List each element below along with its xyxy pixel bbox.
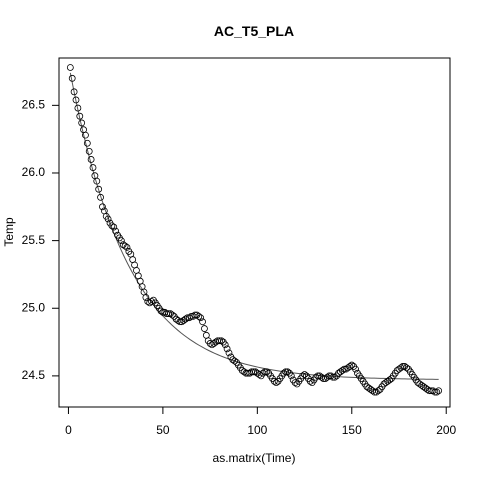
points-layer — [66, 64, 443, 396]
data-point — [301, 371, 308, 378]
data-point — [85, 147, 93, 155]
data-point — [340, 365, 348, 373]
data-point — [386, 376, 393, 384]
data-point — [291, 379, 299, 387]
data-point — [374, 387, 382, 395]
data-point — [104, 215, 112, 223]
data-point — [255, 371, 263, 378]
data-point — [201, 325, 208, 332]
y-tick-label: 26.0 — [22, 165, 46, 179]
data-point — [299, 372, 307, 380]
data-point — [261, 368, 269, 376]
data-point — [123, 243, 131, 251]
data-point — [110, 223, 118, 231]
data-point — [176, 318, 184, 326]
data-point — [121, 242, 129, 250]
data-point — [74, 104, 82, 112]
x-axis-label: as.matrix(Time) — [213, 451, 296, 465]
data-point — [338, 367, 346, 374]
data-point — [87, 156, 95, 163]
data-point — [197, 314, 205, 322]
data-point — [433, 388, 441, 396]
y-tick-label: 24.5 — [22, 368, 46, 382]
fit-curve-layer — [69, 72, 439, 380]
data-point — [250, 368, 257, 376]
y-axis-label: Temp — [2, 217, 16, 247]
data-point — [199, 318, 206, 326]
data-point — [399, 363, 407, 370]
data-point — [142, 294, 150, 301]
data-point — [95, 185, 103, 193]
y-tick-label: 25.0 — [22, 300, 46, 314]
data-point — [76, 112, 84, 120]
data-point — [182, 315, 189, 323]
x-tick-label: 0 — [65, 423, 72, 437]
data-point — [223, 345, 231, 353]
data-point — [89, 164, 97, 171]
data-point — [282, 368, 290, 376]
data-point — [66, 64, 74, 71]
chart-title: AC_T5_PLA — [214, 23, 294, 39]
data-point — [97, 193, 104, 201]
data-point — [93, 177, 101, 185]
data-point — [168, 311, 176, 319]
data-point — [287, 372, 295, 380]
data-point — [348, 361, 356, 369]
data-point — [112, 227, 120, 235]
x-tick-label: 50 — [156, 423, 170, 437]
data-point — [83, 139, 91, 147]
data-point — [431, 388, 439, 396]
data-point — [218, 337, 225, 345]
data-point — [221, 341, 229, 349]
data-point — [216, 337, 223, 345]
data-point — [117, 237, 125, 245]
data-point — [108, 222, 116, 230]
x-tick-label: 200 — [436, 423, 456, 437]
data-point — [314, 372, 322, 380]
data-point — [403, 364, 410, 372]
data-point — [231, 357, 239, 365]
data-point — [352, 365, 359, 373]
data-point — [148, 298, 155, 305]
x-axis: 0 50 100 150 200 — [65, 406, 457, 437]
y-tick-label: 25.5 — [22, 233, 46, 247]
data-point — [157, 307, 165, 315]
data-point — [346, 363, 354, 370]
data-point — [99, 203, 106, 211]
x-tick-label: 150 — [342, 423, 362, 437]
data-point — [331, 373, 339, 381]
data-point — [284, 368, 291, 376]
y-tick-label: 26.5 — [22, 98, 46, 112]
data-point — [191, 311, 199, 319]
data-point — [185, 314, 193, 322]
data-point — [320, 375, 327, 382]
data-point — [70, 88, 78, 96]
data-point — [329, 373, 337, 381]
data-point — [371, 388, 378, 396]
data-point — [435, 387, 443, 395]
data-point — [78, 119, 86, 127]
data-point — [263, 368, 271, 376]
data-point — [82, 131, 89, 139]
data-point — [68, 74, 76, 82]
x-tick-label: 100 — [247, 423, 267, 437]
data-point — [272, 379, 280, 387]
fit-curve-line — [69, 72, 439, 380]
data-point — [306, 377, 314, 385]
data-point — [165, 310, 172, 318]
y-axis: 24.5 25.0 25.5 26.0 26.5 — [22, 98, 60, 382]
data-point — [225, 349, 233, 357]
data-point — [72, 96, 80, 104]
data-point — [270, 377, 278, 385]
data-point — [195, 312, 203, 320]
